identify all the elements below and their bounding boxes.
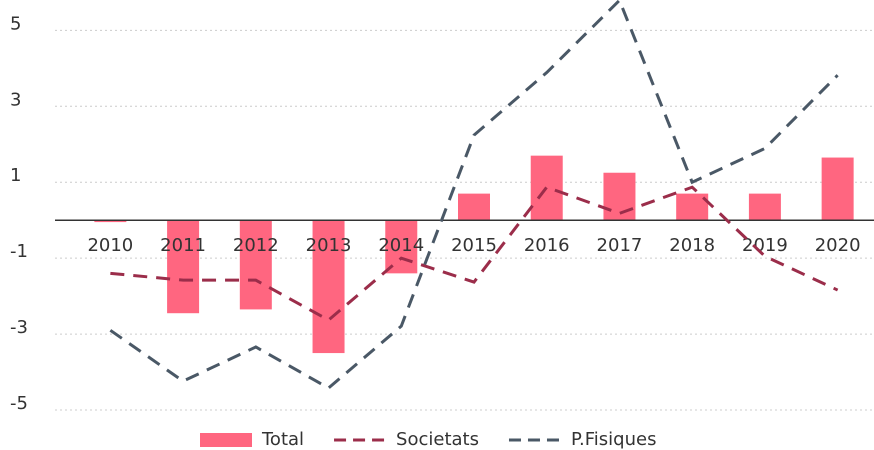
y-tick-label: 1 bbox=[10, 165, 21, 186]
bar bbox=[748, 193, 781, 221]
line bbox=[109, 0, 839, 390]
legend-label: Societats bbox=[396, 429, 479, 450]
x-tick-label: 2018 bbox=[669, 235, 715, 256]
y-tick-label: -5 bbox=[10, 393, 28, 414]
x-tick-label: 2011 bbox=[160, 235, 206, 256]
x-tick-label: 2020 bbox=[815, 235, 861, 256]
bar bbox=[312, 220, 345, 354]
x-tick-label: 2013 bbox=[306, 235, 352, 256]
legend-swatch bbox=[200, 433, 252, 447]
bar bbox=[821, 157, 854, 221]
bar bbox=[458, 193, 490, 221]
legend-label: P.Fisiques bbox=[571, 429, 656, 450]
y-tick-label: -3 bbox=[10, 317, 28, 338]
bar bbox=[94, 220, 127, 223]
y-tick-label: 5 bbox=[10, 13, 21, 34]
bar bbox=[603, 172, 636, 221]
x-tick-label: 2016 bbox=[524, 235, 570, 256]
x-tick-label: 2010 bbox=[87, 235, 133, 256]
x-tick-label: 2012 bbox=[233, 235, 279, 256]
line bbox=[110, 185, 839, 322]
y-tick-label: -1 bbox=[10, 241, 28, 262]
bar bbox=[167, 220, 200, 314]
bar bbox=[385, 220, 418, 274]
legend-label: Total bbox=[261, 429, 304, 450]
bar bbox=[239, 220, 272, 310]
y-tick-label: 3 bbox=[10, 89, 21, 110]
x-tick-label: 2019 bbox=[742, 235, 788, 256]
x-tick-label: 2015 bbox=[451, 235, 497, 256]
x-tick-label: 2014 bbox=[378, 235, 424, 256]
x-tick-label: 2017 bbox=[597, 235, 643, 256]
